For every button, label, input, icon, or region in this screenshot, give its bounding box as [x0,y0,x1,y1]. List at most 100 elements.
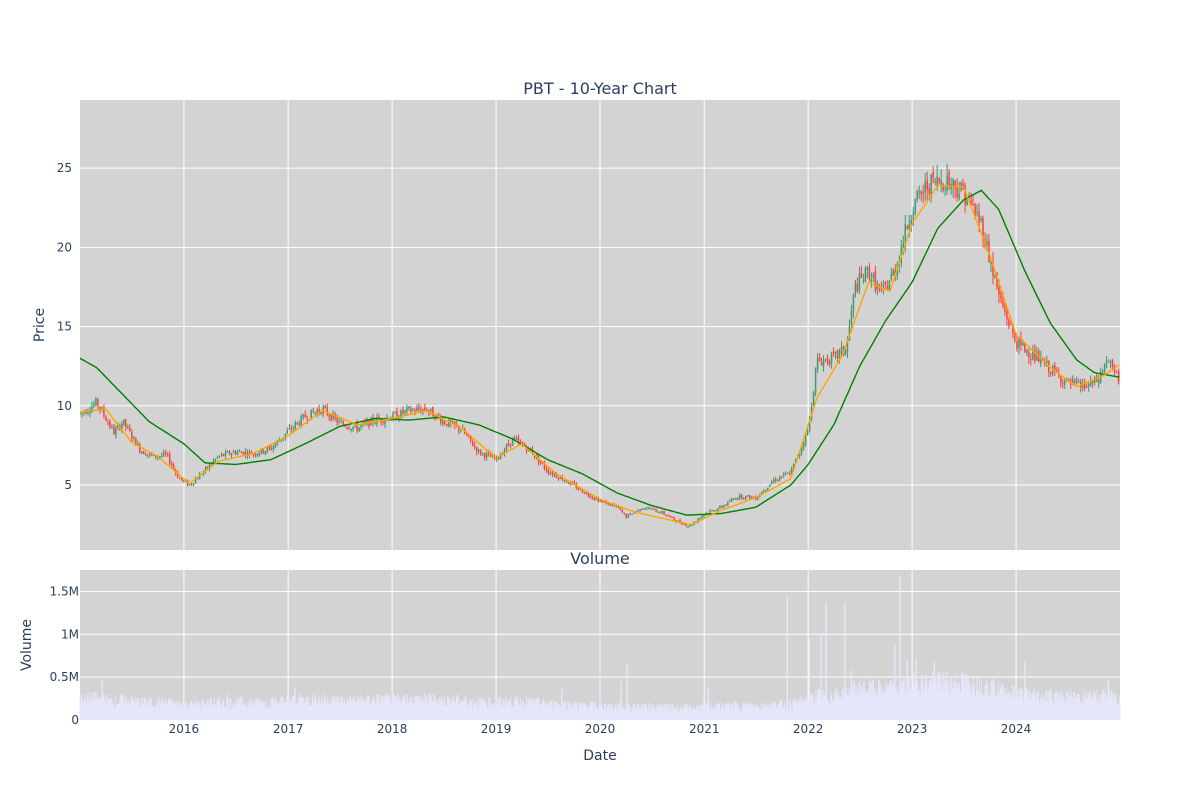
volume-bar [679,708,681,720]
volume-bar [234,706,236,720]
candle-down [669,515,671,517]
volume-bar [543,698,545,720]
volume-bar [592,702,594,720]
volume-bar [922,686,924,720]
volume-bar [268,708,270,720]
candle-down [234,451,237,454]
volume-bar [667,707,669,720]
volume-bar [1043,698,1045,720]
volume-bar [352,701,354,720]
volume-bar [776,706,778,720]
volume-bar [1013,686,1015,720]
candle-up [314,412,316,414]
volume-bar [446,705,448,720]
volume-bar [664,712,666,720]
volume-bar [699,705,701,720]
volume-bar [1073,691,1075,720]
volume-bar [643,709,645,720]
volume-bar [1058,699,1060,720]
volume-bar [191,700,193,720]
volume-bar [461,702,463,720]
candle-up [866,267,869,270]
volume-bar [421,703,423,720]
volume-bar [920,694,922,720]
volume-bar [508,701,510,720]
volume-bar [311,705,313,720]
volume-bar [1044,703,1046,720]
volume-bar [309,701,311,720]
price-y-tick-label: 25 [57,161,72,175]
volume-bar [346,695,348,720]
volume-bar [288,697,290,720]
volume-bar [818,692,820,720]
volume-bar [546,702,548,720]
volume-bar [788,709,790,720]
candle-down [497,457,500,459]
volume-bar [947,690,949,720]
volume-bar [330,707,332,720]
volume-bar [329,704,331,720]
volume-bar [819,688,821,720]
volume-bar [594,706,596,720]
volume-bar [534,698,536,720]
x-tick-label: 2020 [585,722,616,736]
volume-bar [1019,687,1021,720]
volume-bar [442,700,444,720]
volume-bar [831,695,833,720]
volume-bar [785,710,787,720]
volume-bar [998,682,1000,720]
volume-bar [777,707,779,720]
volume-bar [976,677,978,720]
volume-bar [351,698,353,720]
volume-bar [1039,701,1041,720]
volume-bar [313,700,315,720]
volume-bar [802,700,804,720]
volume-bar [314,697,316,720]
volume-bar [1099,694,1101,720]
volume-bar [139,705,141,720]
volume-bar [855,694,857,720]
volume-bar [648,709,650,720]
volume-bar [840,698,842,720]
volume-bar [416,697,418,720]
volume-bar [823,691,825,720]
candle-up [637,509,639,512]
volume-bar [1109,692,1111,720]
volume-bar [869,692,871,720]
volume-bar [242,704,244,720]
candle-down [625,513,627,518]
volume-bar [1060,698,1062,720]
volume-bar [729,706,731,720]
volume-bar [965,688,967,720]
volume-bar [605,711,607,720]
volume-bar [722,705,724,720]
volume-bar [166,704,168,720]
volume-bar [411,706,413,720]
volume-bar [323,702,325,720]
volume-bar [235,698,237,720]
volume-bar [316,702,318,720]
candle-up [944,187,946,189]
volume-bar [98,698,100,720]
volume-bar [1050,701,1052,720]
volume-bar [846,687,848,720]
volume-bar [848,695,850,720]
volume-bar [702,708,704,720]
volume-bar [168,698,170,720]
volume-bar [598,709,600,720]
volume-bar [246,707,248,720]
volume-bar [1081,704,1083,720]
volume-bar [765,709,767,720]
volume-bar [229,699,231,720]
volume-bar [476,699,478,720]
candle-up [559,476,562,479]
volume-bar [299,697,301,720]
volume-bar [571,710,573,720]
volume-bar [88,698,90,720]
volume-bar [498,698,500,720]
volume-bar [583,703,585,720]
volume-bar [639,707,641,720]
volume-bar [135,696,137,720]
volume-bar [810,696,812,720]
